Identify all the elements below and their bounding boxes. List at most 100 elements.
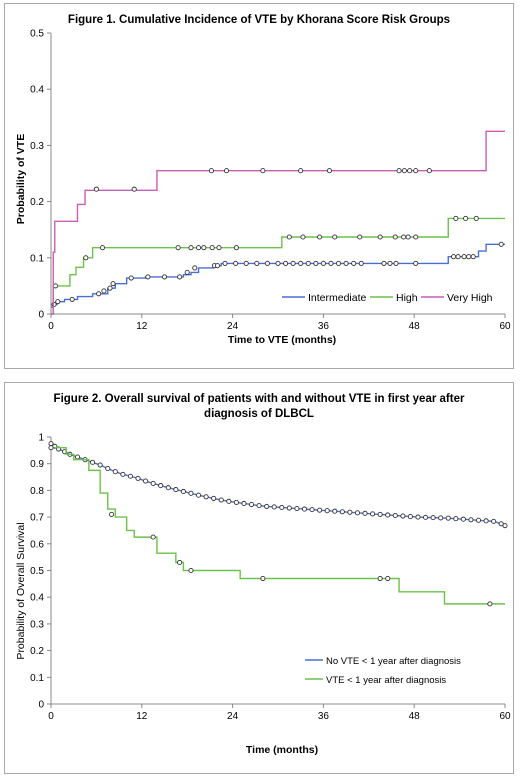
- censor-marker: [223, 168, 230, 174]
- censor-marker: [298, 168, 304, 174]
- censor-marker: [110, 281, 116, 287]
- censor-marker: [317, 507, 323, 513]
- censor-marker: [105, 465, 111, 472]
- censor-marker: [48, 445, 54, 451]
- censor-marker: [107, 285, 113, 291]
- chart-title-line: diagnosis of DLBCL: [204, 408, 314, 420]
- censor-marker: [51, 301, 57, 307]
- censor-marker: [203, 494, 209, 500]
- censor-marker: [143, 478, 149, 484]
- censor-marker: [283, 260, 289, 266]
- censor-marker: [233, 499, 239, 505]
- censor-marker: [461, 254, 467, 260]
- censor-marker: [407, 514, 413, 520]
- censor-marker: [470, 254, 476, 260]
- censor-marker: [392, 512, 398, 519]
- censor-marker: [192, 265, 198, 271]
- censor-marker: [453, 516, 459, 522]
- censor-marker: [233, 245, 239, 251]
- censor-marker: [177, 274, 183, 280]
- censor-marker: [74, 454, 81, 460]
- censor-marker: [180, 488, 186, 495]
- censor-marker: [313, 260, 319, 266]
- censor-marker: [209, 245, 215, 251]
- censor-marker: [324, 508, 330, 514]
- x-tick-label: 24: [227, 711, 239, 722]
- chart-title: Figure 1. Cumulative Incidence of VTE by…: [68, 14, 450, 26]
- censor-marker: [381, 260, 387, 266]
- censor-marker: [305, 260, 311, 266]
- censor-marker: [415, 514, 421, 520]
- censor-marker: [502, 523, 508, 529]
- x-axis-label: Time to VTE (months): [228, 334, 336, 346]
- censor-marker: [468, 517, 474, 523]
- censor-marker: [128, 275, 134, 281]
- series-line-3: [51, 130, 505, 315]
- legend-label-no-vte: No VTE < 1 year after diagnosis: [326, 656, 461, 667]
- censor-marker: [407, 168, 413, 174]
- censor-marker: [343, 260, 349, 266]
- censor-marker: [150, 534, 156, 540]
- x-tick-label: 0: [48, 321, 54, 332]
- y-axis-label: Probability of Overall Survival: [15, 522, 27, 659]
- censor-marker: [396, 168, 402, 174]
- censor-marker: [260, 168, 266, 174]
- legend-label-vte: VTE < 1 year after diagnosis: [326, 675, 446, 686]
- censor-marker: [347, 509, 353, 515]
- censor-marker: [487, 601, 493, 607]
- censor-marker: [426, 168, 432, 174]
- censor-marker: [101, 288, 107, 294]
- chart-title-line: Figure 2. Overall survival of patients w…: [54, 393, 465, 405]
- y-tick-label: 0.1: [30, 673, 44, 684]
- censor-marker: [393, 260, 399, 266]
- censor-marker: [96, 291, 102, 297]
- censor-marker: [475, 517, 482, 523]
- censor-marker: [392, 234, 398, 240]
- censor-marker: [256, 503, 262, 509]
- legend-label-intermediate: Intermediate: [308, 292, 367, 304]
- series-line-1: [50, 443, 506, 527]
- y-tick-label: 0.8: [30, 486, 44, 497]
- censor-marker: [413, 260, 419, 266]
- censor-marker: [430, 515, 436, 521]
- censor-marker: [455, 254, 461, 260]
- censor-marker: [405, 234, 411, 240]
- censor-marker: [135, 475, 141, 481]
- x-tick-label: 36: [318, 711, 330, 722]
- y-tick-label: 0.5: [30, 566, 44, 577]
- censor-marker: [300, 234, 306, 240]
- y-tick-label: 0.2: [30, 646, 44, 657]
- censor-marker: [195, 245, 202, 251]
- figure-1-panel: Figure 1. Cumulative Incidence of VTE by…: [4, 3, 514, 369]
- censor-marker: [413, 168, 419, 174]
- censor-marker: [332, 508, 338, 514]
- censor-marker: [309, 507, 315, 513]
- censor-marker: [362, 510, 368, 516]
- censor-marker: [385, 512, 391, 518]
- censor-marker: [108, 511, 115, 517]
- censor-marker: [326, 168, 333, 174]
- censor-marker: [260, 575, 266, 582]
- chart-title: Figure 2. Overall survival of patients w…: [54, 393, 465, 420]
- censor-marker: [233, 260, 239, 266]
- x-tick-label: 12: [136, 321, 148, 332]
- x-axis-label: Time (months): [246, 744, 318, 756]
- censor-marker: [173, 487, 179, 493]
- censor-marker: [317, 234, 323, 240]
- censor-marker: [165, 485, 171, 491]
- censor-marker: [69, 296, 75, 302]
- censor-marker: [264, 260, 270, 266]
- legend-label-very-high: Very High: [447, 292, 493, 304]
- censor-marker: [294, 506, 300, 512]
- x-tick-label: 0: [48, 711, 54, 722]
- x-tick-label: 24: [227, 321, 239, 332]
- censor-marker: [453, 215, 459, 222]
- censor-marker: [188, 567, 194, 574]
- censor-marker: [52, 283, 59, 289]
- censor-marker: [401, 168, 407, 174]
- censor-marker: [208, 168, 214, 174]
- censor-marker: [184, 269, 190, 275]
- censor-marker: [438, 515, 444, 521]
- x-tick-label: 12: [136, 711, 148, 722]
- censor-marker: [195, 492, 202, 498]
